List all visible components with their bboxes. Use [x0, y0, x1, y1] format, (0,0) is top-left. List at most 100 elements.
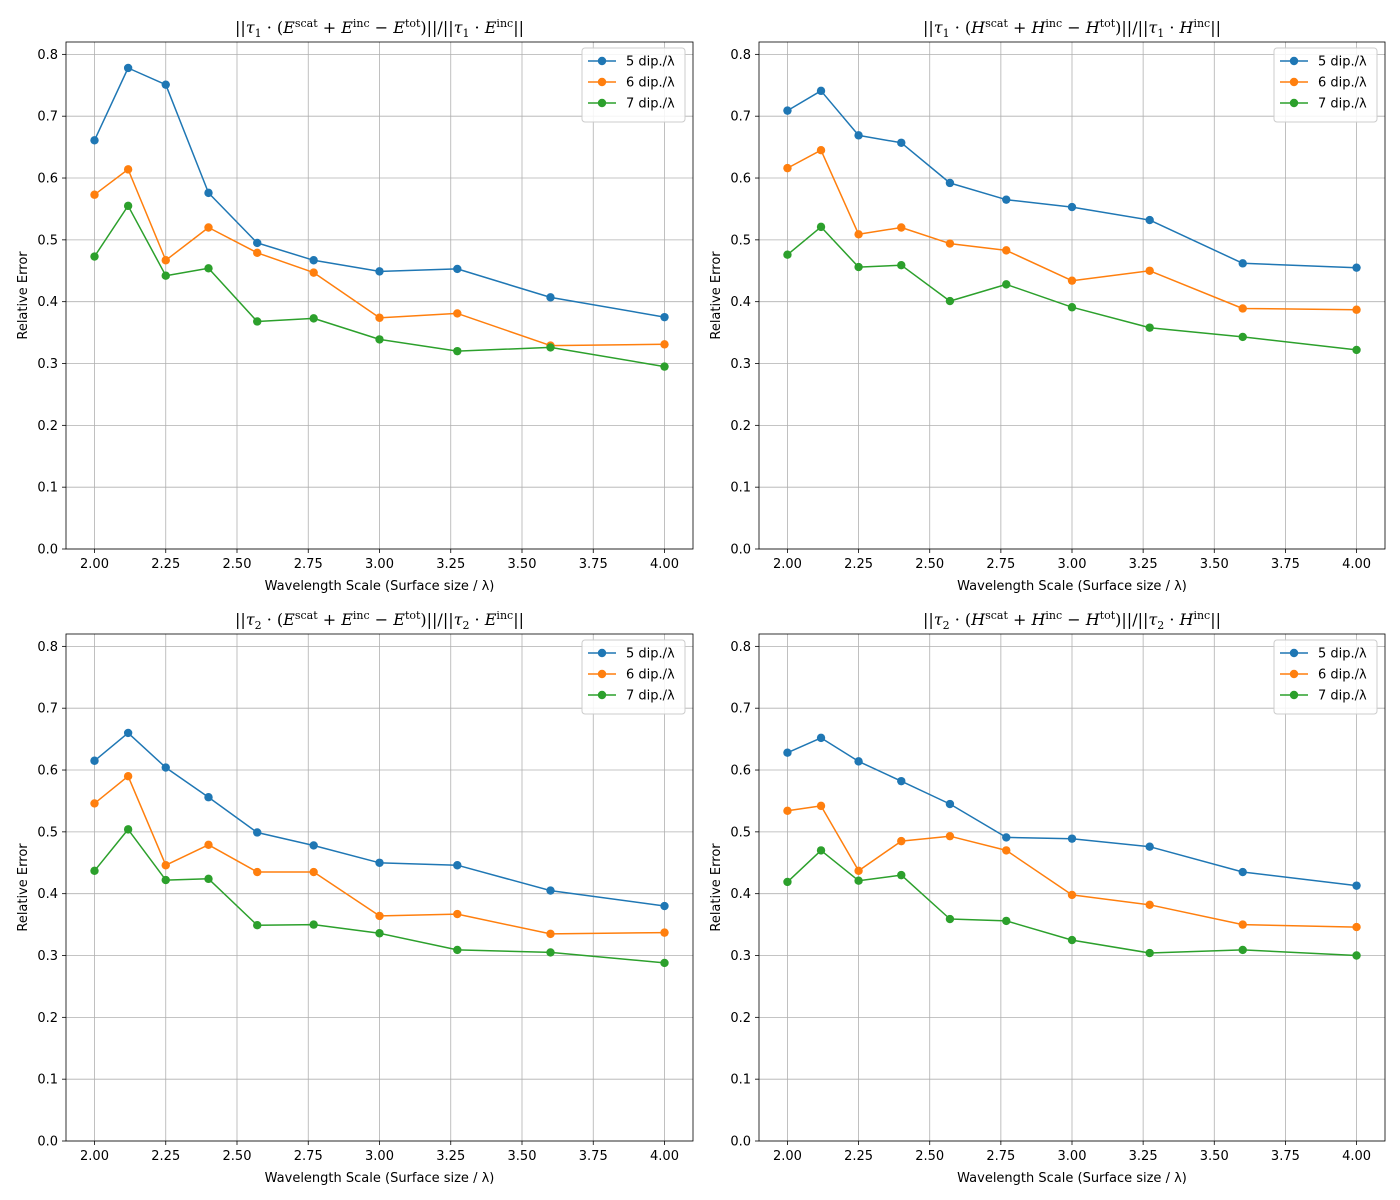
x-tick-label: 2.75: [986, 557, 1015, 572]
data-point: [375, 335, 384, 344]
data-point: [1238, 259, 1247, 268]
data-point: [161, 256, 170, 265]
legend-entry-1: 5 dip./λ: [1280, 55, 1367, 70]
y-tick-label: 0.5: [730, 233, 751, 248]
legend-marker: [1289, 669, 1299, 679]
y-tick-label: 0.1: [37, 481, 58, 496]
series-line: [787, 149, 1357, 311]
data-point: [1067, 202, 1077, 212]
x-tick-label: 2.50: [223, 1149, 252, 1164]
legend: 5 dip./λ 6 dip./λ 7 dip./λ: [1273, 47, 1378, 123]
data-point: [546, 929, 555, 939]
data-point: [309, 867, 318, 877]
legend-entry-1: 5 dip./λ: [1280, 647, 1367, 662]
x-tick-label: 3.50: [1200, 1149, 1229, 1164]
data-point: [783, 250, 792, 259]
data-point: [854, 131, 863, 140]
series-line: [787, 805, 1357, 928]
y-axis-label: Relative Error: [709, 251, 724, 340]
y-axis-label: Relative Error: [16, 251, 31, 340]
axes-frame: [65, 41, 694, 550]
data-point: [161, 271, 170, 280]
data-point: [854, 876, 863, 885]
data-point: [123, 772, 133, 781]
y-tick-label: 0.8: [37, 640, 58, 655]
series-line: [787, 226, 1357, 351]
data-point: [309, 920, 318, 929]
series-3: [783, 222, 1361, 355]
chart-title: ||τ2 · (Escat + Einc − Etot)||/||τ2 · Ei…: [235, 609, 524, 632]
data-point: [309, 841, 318, 850]
x-axis-label: Wavelength Scale (Surface size / λ): [265, 579, 495, 594]
x-tick-label: 2.75: [294, 557, 323, 572]
data-point: [1002, 833, 1011, 842]
x-tick-label: 3.00: [1058, 1149, 1087, 1164]
legend-entry-1: 5 dip./λ: [588, 55, 675, 70]
data-point: [897, 836, 906, 846]
x-tick-label: 2.75: [986, 1149, 1015, 1164]
data-point: [309, 314, 318, 323]
data-point: [660, 362, 669, 371]
data-point: [375, 313, 384, 322]
x-tick-label: 4.00: [650, 557, 679, 572]
data-point: [1238, 920, 1247, 929]
y-tick-label: 0.2: [730, 1011, 751, 1026]
legend-label: 6 dip./λ: [1318, 668, 1367, 683]
data-point: [854, 230, 863, 239]
data-point: [375, 858, 384, 867]
data-point: [204, 223, 213, 232]
data-point: [123, 201, 133, 211]
data-point: [204, 840, 213, 850]
y-tick-label: 0.5: [730, 825, 751, 840]
axes-frame: [758, 633, 1386, 1142]
data-point: [375, 267, 384, 276]
data-point: [1352, 305, 1361, 314]
x-tick-label: 3.50: [508, 1149, 537, 1164]
data-point: [1352, 951, 1361, 960]
legend-marker: [1289, 690, 1299, 700]
legend-entry-3: 7 dip./λ: [1280, 689, 1367, 704]
y-tick-label: 0.7: [37, 110, 58, 125]
x-tick-label: 2.25: [151, 557, 180, 572]
legend-label: 7 dip./λ: [1318, 689, 1367, 704]
data-point: [816, 801, 826, 811]
legend-entry-3: 7 dip./λ: [1280, 97, 1367, 112]
y-tick-label: 0.7: [730, 702, 751, 717]
y-tick-label: 0.0: [730, 1135, 751, 1150]
series-line: [787, 90, 1357, 269]
x-axis-label: Wavelength Scale (Surface size / λ): [957, 579, 1187, 594]
legend-marker: [1289, 648, 1299, 658]
y-tick-label: 0.1: [730, 481, 751, 496]
legend-marker: [597, 56, 607, 66]
x-tick-label: 4.00: [1342, 1149, 1371, 1164]
data-point: [453, 346, 462, 356]
x-tick-label: 4.00: [650, 1149, 679, 1164]
data-point: [1352, 345, 1361, 355]
data-point: [1145, 948, 1154, 958]
x-tick-label: 3.75: [1271, 557, 1300, 572]
grid: [66, 634, 693, 1142]
data-point: [1145, 323, 1154, 332]
x-tick-label: 2.50: [915, 1149, 944, 1164]
data-point: [945, 178, 955, 188]
legend-entry-3: 7 dip./λ: [588, 97, 675, 112]
y-tick-label: 0.7: [730, 110, 751, 125]
legend-entry-3: 7 dip./λ: [588, 689, 675, 704]
y-tick-label: 0.0: [730, 543, 751, 558]
legend-entry-1: 5 dip./λ: [588, 647, 675, 662]
legend-entry-2: 6 dip./λ: [1280, 76, 1367, 91]
x-tick-label: 2.50: [915, 557, 944, 572]
x-tick-label: 3.75: [579, 1149, 608, 1164]
data-point: [783, 806, 792, 816]
x-tick-label: 2.25: [151, 1149, 180, 1164]
data-point: [204, 874, 213, 884]
y-tick-label: 0.2: [730, 419, 751, 434]
x-tick-label: 2.25: [844, 557, 873, 572]
data-point: [1002, 195, 1011, 204]
data-point: [204, 264, 213, 273]
data-point: [253, 248, 262, 258]
data-point: [253, 317, 262, 326]
y-tick-label: 0.2: [37, 1011, 58, 1026]
data-point: [253, 238, 262, 248]
chart-panel-4: 2.00 2.25 2.50 2.75 3.00 3.25 3.50 3.75 4.00 0.0 0…: [709, 609, 1386, 1186]
